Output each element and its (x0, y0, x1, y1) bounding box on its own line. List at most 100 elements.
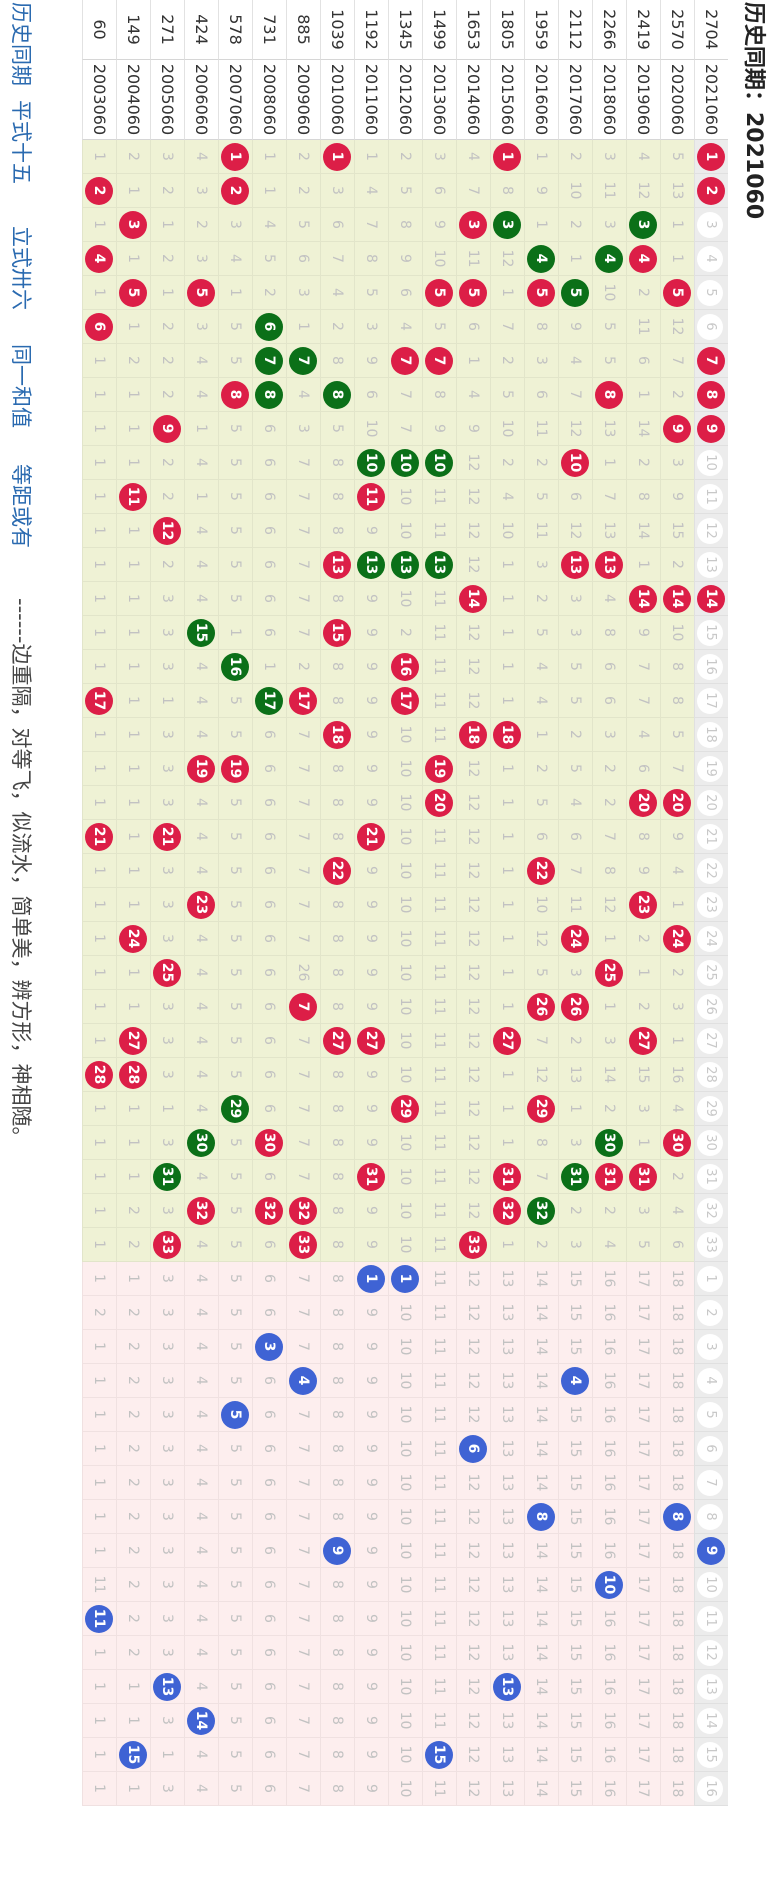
blue-zone-cell: 10 (388, 1568, 422, 1602)
table-row: 2419 2019060 4 12 3 4 2 11 6 1 14 2 8 14 1 14 9 7 7 4 6 20 8 9 2… (626, 0, 660, 1897)
red-zone-cell: 9 (626, 854, 660, 888)
red-zone-cell: 1 (82, 1126, 116, 1160)
red-zone-cell: 11 (422, 956, 456, 990)
red-zone-cell: 11 (116, 480, 150, 514)
blue-zone-cell: 13 (150, 1670, 184, 1704)
red-zone-cell: 6 (252, 412, 286, 446)
blue-zone-cell: 12 (456, 1534, 490, 1568)
red-ball: 31 (595, 1162, 623, 1191)
red-zone-cell: 6 (252, 616, 286, 650)
blue-zone-cell: 18 (660, 1670, 694, 1704)
header-number: 10 (697, 449, 723, 476)
red-zone-cell: 7 (286, 1092, 320, 1126)
red-zone-cell: 3 (150, 888, 184, 922)
red-zone-cell: 11 (524, 514, 558, 548)
red-zone-cell: 12 (524, 922, 558, 956)
blue-zone-cell: 18 (660, 1704, 694, 1738)
blue-zone-cell: 13 (490, 1500, 524, 1534)
red-zone-cell: 1 (490, 752, 524, 786)
blue-zone-cell: 7 (286, 1636, 320, 1670)
header-number: 2 (697, 1299, 723, 1326)
red-zone-cell: 7 (286, 1160, 320, 1194)
blue-zone-cell: 18 (660, 1636, 694, 1670)
note-vertical-36: 立式卅六 (9, 226, 33, 310)
row-index-cell: 578 (218, 0, 252, 60)
row-index-cell: 1345 (388, 0, 422, 60)
blue-zone-cell: 7 (286, 1466, 320, 1500)
red-zone-cell: 15 (694, 616, 728, 650)
red-zone-cell: 3 (626, 1194, 660, 1228)
red-zone-cell: 2 (286, 140, 320, 174)
red-zone-cell: 5 (184, 276, 218, 310)
red-zone-cell: 2 (660, 548, 694, 582)
red-zone-cell: 1 (558, 1092, 592, 1126)
blue-zone-cell: 7 (286, 1670, 320, 1704)
red-zone-cell: 6 (252, 752, 286, 786)
header-number: 6 (697, 313, 723, 340)
blue-zone-cell: 5 (218, 1432, 252, 1466)
blue-zone-cell: 1 (82, 1670, 116, 1704)
green-ball: 17 (255, 686, 283, 715)
red-ball: 20 (663, 788, 691, 817)
red-ball: 7 (289, 992, 317, 1021)
red-zone-cell: 7 (388, 412, 422, 446)
red-zone-cell: 31 (592, 1160, 626, 1194)
red-zone-cell: 9 (354, 786, 388, 820)
red-zone-cell: 1 (82, 718, 116, 752)
header-number: 28 (697, 1061, 723, 1088)
blue-zone-cell: 6 (252, 1636, 286, 1670)
header-number: 15 (697, 619, 723, 646)
blue-zone-cell: 4 (286, 1364, 320, 1398)
red-zone-cell: 3 (150, 1126, 184, 1160)
red-zone-cell: 1 (82, 582, 116, 616)
red-ball: 18 (493, 720, 521, 749)
red-zone-cell: 18 (694, 718, 728, 752)
red-ball: 23 (629, 890, 657, 919)
red-zone-cell: 10 (388, 752, 422, 786)
red-zone-cell: 8 (320, 956, 354, 990)
red-zone-cell: 4 (184, 786, 218, 820)
red-zone-cell: 9 (150, 412, 184, 446)
red-zone-cell: 17 (82, 684, 116, 718)
blue-zone-cell: 15 (558, 1534, 592, 1568)
blue-zone-cell: 15 (558, 1772, 592, 1806)
blue-zone-cell: 7 (286, 1296, 320, 1330)
red-zone-cell: 2 (660, 1160, 694, 1194)
red-zone-cell: 8 (320, 1160, 354, 1194)
blue-zone-cell: 15 (558, 1296, 592, 1330)
table-row: 1959 2016060 1 9 1 4 5 8 3 6 11 2 5 11 3 2 5 4 4 1 2 5 6 22 10 12… (524, 0, 558, 1897)
blue-ball: 5 (221, 1400, 249, 1429)
red-zone-cell: 1 (116, 310, 150, 344)
red-zone-cell: 8 (320, 888, 354, 922)
red-zone-cell: 4 (184, 956, 218, 990)
row-index-cell: 1959 (524, 0, 558, 60)
red-ball: 19 (221, 754, 249, 783)
red-ball: 23 (187, 890, 215, 919)
red-zone-cell: 31 (558, 1160, 592, 1194)
blue-zone-cell: 3 (150, 1636, 184, 1670)
red-zone-cell: 4 (184, 684, 218, 718)
red-zone-cell: 4 (184, 990, 218, 1024)
blue-zone-cell: 12 (456, 1500, 490, 1534)
red-zone-cell: 4 (184, 344, 218, 378)
red-zone-cell: 10 (354, 446, 388, 480)
blue-zone-cell: 6 (252, 1704, 286, 1738)
blue-zone-cell: 17 (626, 1466, 660, 1500)
blue-zone-cell: 18 (660, 1398, 694, 1432)
red-zone-cell: 20 (694, 786, 728, 820)
red-zone-cell: 4 (184, 1024, 218, 1058)
red-ball: 15 (323, 618, 351, 647)
blue-zone-cell: 12 (456, 1466, 490, 1500)
red-zone-cell: 8 (660, 650, 694, 684)
red-zone-cell: 9 (660, 412, 694, 446)
red-ball: 13 (561, 550, 589, 579)
red-zone-cell: 1 (82, 412, 116, 446)
red-zone-cell: 6 (252, 1160, 286, 1194)
red-ball: 14 (663, 584, 691, 613)
blue-zone-cell: 10 (388, 1330, 422, 1364)
red-zone-cell: 12 (456, 548, 490, 582)
red-zone-cell: 11 (354, 480, 388, 514)
red-zone-cell: 4 (626, 242, 660, 276)
red-zone-cell: 24 (558, 922, 592, 956)
red-zone-cell: 11 (422, 1160, 456, 1194)
